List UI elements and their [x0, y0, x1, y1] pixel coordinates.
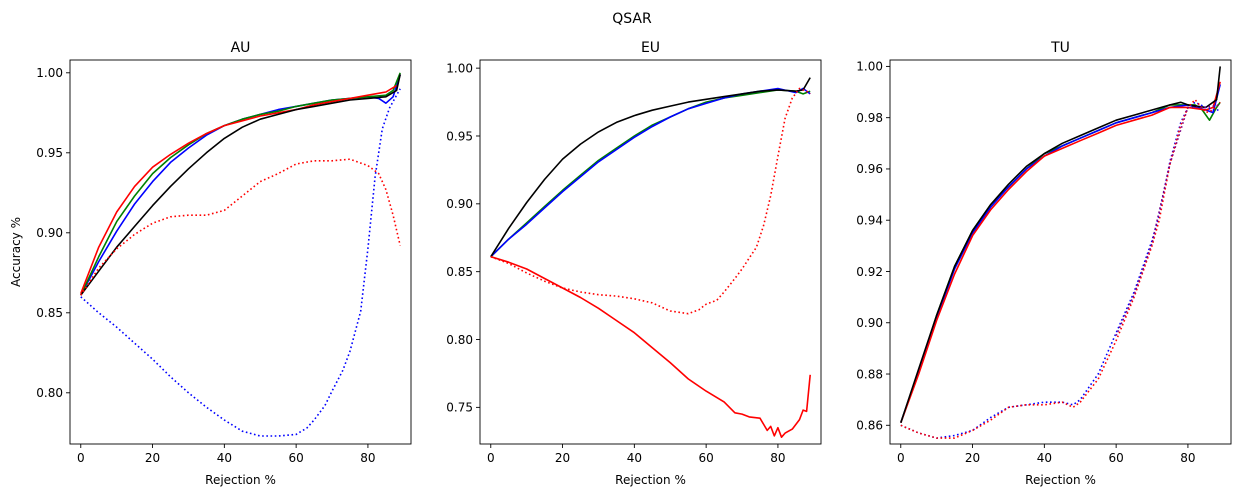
series-group: [80, 72, 401, 437]
figure-suptitle: QSAR: [612, 11, 652, 27]
subplot-eu: 0 20 40 60 80 0.75 0.80 0.85 0.90 0.95 1.00 EU Rejec…: [446, 40, 822, 487]
y-tick-label: 0.90: [446, 197, 473, 211]
series-group: [900, 66, 1221, 439]
series-line-black-solid: [900, 66, 1221, 423]
y-tick-label: 0.85: [446, 265, 473, 279]
y-tick-label: 0.85: [36, 306, 63, 320]
x-tick-label: 0: [77, 451, 85, 465]
y-tick-label: 1.00: [446, 61, 473, 75]
subplot-title: TU: [1050, 40, 1070, 56]
series-line-red-solid: [900, 81, 1221, 423]
series-line-blue-dotted: [900, 101, 1221, 439]
subplot-panels: 0 20 40 60 80 0.80 0.85 0.90 0.95 1.00 AU Rejection…: [9, 40, 1232, 487]
y-tick-label: 1.00: [856, 60, 883, 74]
series-line-blue-solid: [490, 87, 811, 258]
series-line-green-solid: [80, 72, 401, 296]
y-tick-label: 0.94: [856, 214, 883, 228]
y-tick-label: 0.86: [856, 419, 883, 433]
x-tick-label: 60: [288, 451, 303, 465]
x-axis-label: Rejection %: [1025, 473, 1096, 487]
x-tick-label: 80: [1180, 451, 1195, 465]
series-line-blue-solid: [900, 84, 1221, 423]
series-line-red-dotted: [490, 87, 811, 315]
x-tick-label: 40: [217, 451, 232, 465]
x-tick-label: 20: [555, 451, 570, 465]
subplot-title: EU: [641, 40, 660, 56]
series-line-red-solid: [490, 255, 811, 439]
series-line-blue-dotted: [80, 88, 401, 437]
series-line-green-solid: [490, 89, 811, 258]
subplot-title: AU: [231, 40, 251, 56]
x-axis-label: Rejection %: [205, 473, 276, 487]
series-group: [490, 77, 811, 439]
series-line-red-dotted: [80, 158, 401, 296]
x-tick-label: 60: [698, 451, 713, 465]
series-line-green-solid: [900, 101, 1221, 423]
y-tick-label: 0.90: [36, 226, 63, 240]
series-line-black-solid: [80, 74, 401, 296]
series-line-red-solid: [80, 84, 398, 294]
x-tick-label: 20: [145, 451, 160, 465]
x-tick-label: 0: [487, 451, 495, 465]
y-tick-label: 0.80: [36, 386, 63, 400]
subplot-tu: 0 20 40 60 80 0.86 0.88 0.90 0.92 0.94 0.96 0.98 1.0…: [856, 40, 1232, 487]
y-tick-label: 0.95: [446, 129, 473, 143]
axes-frame: [479, 59, 822, 445]
x-tick-label: 40: [1037, 451, 1052, 465]
x-tick-label: 80: [360, 451, 375, 465]
x-tick-label: 60: [1108, 451, 1123, 465]
y-tick-label: 0.88: [856, 367, 883, 381]
x-tick-label: 20: [965, 451, 980, 465]
y-tick-label: 0.75: [446, 401, 473, 415]
y-tick-label: 0.90: [856, 316, 883, 330]
x-axis-label: Rejection %: [615, 473, 686, 487]
y-tick-label: 0.80: [446, 333, 473, 347]
series-line-purple-dotted: [1115, 104, 1221, 336]
y-axis-label: Accuracy %: [9, 217, 23, 287]
x-tick-label: 40: [627, 451, 642, 465]
x-tick-label: 0: [897, 451, 905, 465]
series-line-red-dotted: [900, 98, 1221, 439]
y-tick-label: 0.96: [856, 162, 883, 176]
subplot-au: 0 20 40 60 80 0.80 0.85 0.90 0.95 1.00 AU Rejection…: [9, 40, 412, 487]
y-tick-label: 0.95: [36, 146, 63, 160]
axes-frame: [69, 59, 412, 445]
series-line-blue-solid: [80, 74, 401, 296]
axes-frame: [889, 59, 1232, 445]
y-tick-label: 0.92: [856, 265, 883, 279]
series-line-black-solid: [490, 77, 811, 258]
y-tick-label: 0.98: [856, 111, 883, 125]
y-tick-label: 1.00: [36, 66, 63, 80]
x-tick-label: 80: [770, 451, 785, 465]
